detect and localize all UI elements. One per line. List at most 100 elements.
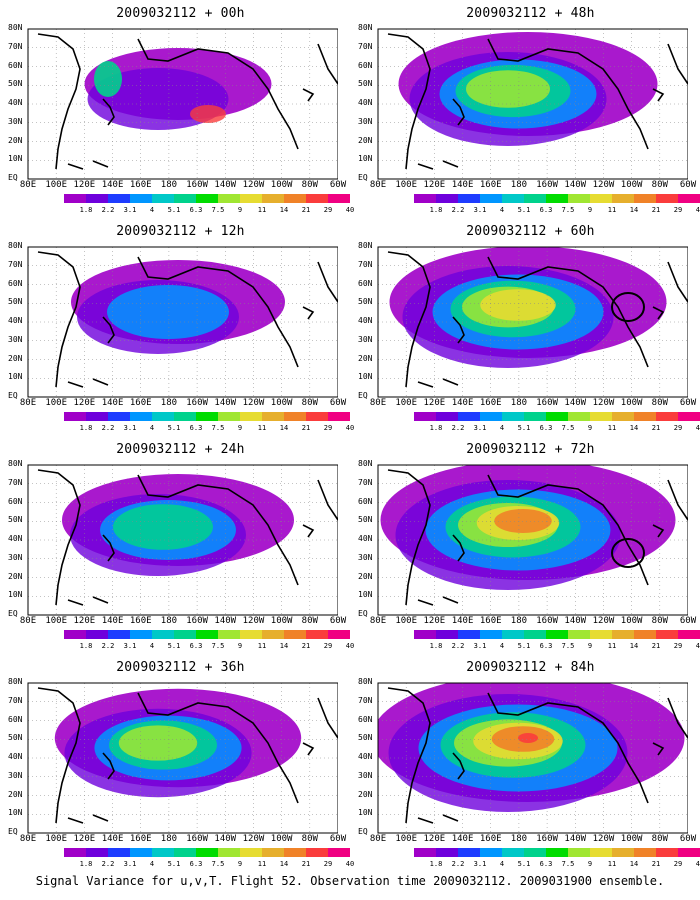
lon-label: 120E [423,180,446,190]
map-panel: 2009032112 + 84h 80N 70N 60N 50N 40N 30N 20N 10N… [358,654,700,872]
lon-label: 100E [45,616,68,626]
colorbar-label: 40 [345,860,355,868]
colorbar-label: 21 [651,206,661,214]
colorbar [414,412,700,421]
colorbar-swatch [64,848,86,857]
lon-label: 60W [329,180,347,190]
colorbar-swatch [240,194,262,203]
panel-title: 2009032112 + 48h [466,6,595,21]
colorbar-swatch [414,194,436,203]
colorbar-swatch [196,412,218,421]
colorbar-swatch [218,194,240,203]
colorbar-label: 3.1 [123,206,137,214]
colorbar-swatch [656,194,678,203]
lat-label: 80N [8,241,23,250]
lat-label: 20N [8,789,23,799]
colorbar-label: 1.8 [79,860,93,868]
colorbar-swatch [612,412,634,421]
lat-label: 10N [8,808,23,818]
colorbar [414,194,700,203]
colorbar-label: 1.8 [429,206,443,214]
colorbar-swatch [174,412,196,421]
colorbar-swatch [174,630,196,639]
colorbar-label: 7.5 [211,424,225,432]
colorbar-label: 5.1 [167,860,181,868]
colorbar-label: 6.3 [539,642,553,650]
lon-label: 160W [186,616,208,626]
lat-label: 60N [8,60,23,70]
lon-label: 160W [186,180,208,190]
colorbar-swatch [612,194,634,203]
lat-label: 40N [358,98,373,107]
lon-label: 120W [592,180,615,190]
lat-label: EQ [8,827,18,836]
colorbar-swatch [174,848,196,857]
figure-caption: Signal Variance for u,v,T. Flight 52. Ob… [35,874,665,888]
colorbar-swatch [656,848,678,857]
lon-label: 120E [73,398,96,408]
colorbar-label: 3.1 [123,860,137,868]
colorbar-label: 21 [651,424,661,432]
colorbar-swatch [634,412,656,421]
colorbar-swatch [634,194,656,203]
panel-title: 2009032112 + 12h [116,224,245,239]
colorbar-swatch [108,194,130,203]
colorbar-swatch [414,630,436,639]
colorbar-label: 4 [149,424,155,432]
lon-label: 180 [510,834,528,844]
lon-label: 120W [592,398,615,408]
lon-label: 180 [160,834,178,844]
lat-label: 40N [358,752,373,761]
lon-label: 80E [369,834,387,844]
colorbar-swatch [502,194,524,203]
colorbar-label: 29 [673,206,683,214]
lon-label: 160E [479,180,502,190]
colorbar-label: 11 [257,860,267,868]
map-plot [27,28,338,180]
colorbar-label: 11 [607,424,617,432]
lon-label: 180 [510,398,528,408]
highlight-circle [611,292,645,322]
colorbar-label: 21 [301,206,311,214]
colorbar-label: 2.2 [451,424,465,432]
colorbar-label: 3.1 [473,206,487,214]
lon-label: 120W [242,834,265,844]
panel-title: 2009032112 + 72h [466,442,595,457]
colorbar-swatch [130,848,152,857]
colorbar-swatch [414,848,436,857]
colorbar-label: 11 [257,424,267,432]
colorbar-label: 9 [587,860,593,868]
lon-label: 100E [45,398,68,408]
map-plot [27,464,338,616]
colorbar-swatch [328,194,350,203]
lon-label: 100W [620,834,643,844]
colorbar-swatch [546,412,568,421]
colorbar-label: 6.3 [539,424,553,432]
lon-label: 160E [129,398,152,408]
lon-label: 80E [19,834,37,844]
colorbar-swatch [306,412,328,421]
colorbar-swatch [546,630,568,639]
lon-label: 160W [536,398,558,408]
lon-label: 60W [329,398,347,408]
lat-label: 70N [358,477,373,487]
colorbar-label: 5.1 [167,206,181,214]
colorbar-label: 14 [279,424,289,432]
lat-label: 70N [8,41,23,51]
lon-label: 140E [101,398,124,408]
colorbar-label: 9 [237,860,243,868]
lon-label: 140W [214,834,237,844]
colorbar-swatch [306,848,328,857]
lat-label: 70N [358,259,373,269]
colorbar-label: 14 [629,424,639,432]
colorbar-label: 40 [345,424,355,432]
colorbar-label: 1.8 [429,860,443,868]
colorbar-swatch [590,630,612,639]
colorbar-swatch [328,630,350,639]
colorbar-swatch [218,412,240,421]
lon-label: 80E [19,616,37,626]
colorbar-swatch [196,630,218,639]
lon-label: 100W [620,398,643,408]
colorbar-swatch [590,848,612,857]
colorbar-swatch [436,194,458,203]
